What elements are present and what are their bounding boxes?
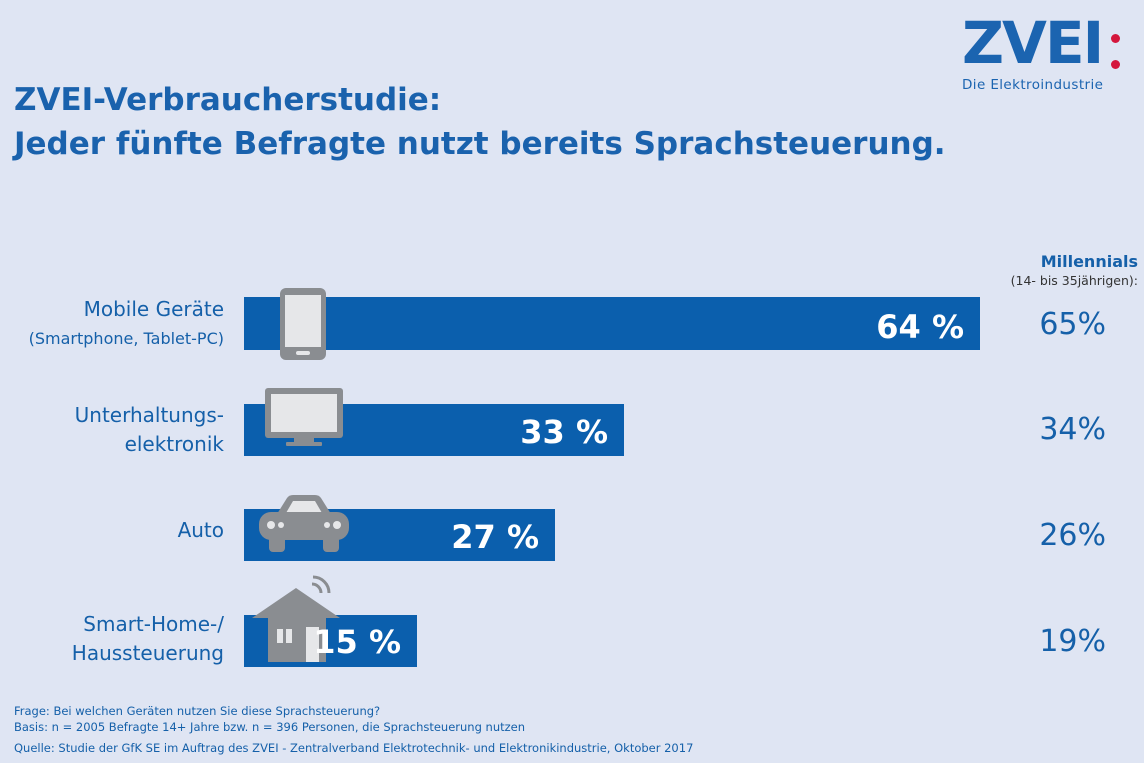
millennials-value-mobile: 65% <box>1039 307 1106 342</box>
millennials-title: Millennials <box>1040 252 1138 271</box>
title-line-2: Jeder fünfte Befragte nutzt bereits Spra… <box>14 126 946 162</box>
logo-wordmark: ZVEI <box>962 9 1104 77</box>
footer-basis: Basis: n = 2005 Befragte 14+ Jahre bzw. … <box>14 720 526 734</box>
footer-question: Frage: Bei welchen Geräten nutzen Sie di… <box>14 704 381 718</box>
bar-value-label-entertainment: 33 % <box>520 413 608 451</box>
millennials-value-entertainment: 34% <box>1039 412 1106 447</box>
bar-value-label-auto: 27 % <box>451 518 539 556</box>
logo-dot-top <box>1111 34 1120 43</box>
category-label-text: Auto <box>177 518 224 542</box>
logo-subtitle: Die Elektroindustrie <box>962 77 1104 93</box>
category-label-mobile: Mobile Geräte (Smartphone, Tablet-PC) <box>29 295 224 353</box>
bar-mobile <box>244 297 980 350</box>
logo-dot-bottom <box>1111 60 1120 69</box>
title-line-1: ZVEI-Verbraucherstudie: <box>14 82 442 118</box>
category-label-text: Mobile Geräte <box>83 297 224 321</box>
car-icon <box>259 495 349 552</box>
bar-value-label-mobile: 64 % <box>876 308 964 346</box>
page-title: ZVEI-Verbraucherstudie: Jeder fünfte Bef… <box>14 78 946 166</box>
category-label-entertainment: Unterhaltungs- elektronik <box>75 401 224 459</box>
category-label-auto: Auto <box>178 516 224 545</box>
category-label-text-2: elektronik <box>124 432 224 456</box>
millennials-subtitle: (14- bis 35jährigen): <box>1010 273 1138 288</box>
category-label-smarthome: Smart-Home-/ Haussteuerung <box>72 610 224 668</box>
millennials-value-auto: 26% <box>1039 518 1106 553</box>
category-label-text: Unterhaltungs- <box>74 403 224 427</box>
millennials-header: Millennials (14- bis 35jährigen): <box>1011 252 1138 288</box>
category-label-text-2: Haussteuerung <box>71 641 224 665</box>
house-icon <box>252 575 340 662</box>
millennials-value-smarthome: 19% <box>1039 624 1106 659</box>
zvei-logo: ZVEI Die Elektroindustrie <box>962 14 1132 93</box>
category-sublabel-text: (Smartphone, Tablet-PC) <box>28 329 224 348</box>
monitor-icon <box>265 388 343 446</box>
bar-value-label-smarthome: 15 % <box>313 623 401 661</box>
footer-source: Quelle: Studie der GfK SE im Auftrag des… <box>14 741 694 755</box>
category-label-text: Smart-Home-/ <box>83 612 224 636</box>
smartphone-icon <box>280 288 326 360</box>
